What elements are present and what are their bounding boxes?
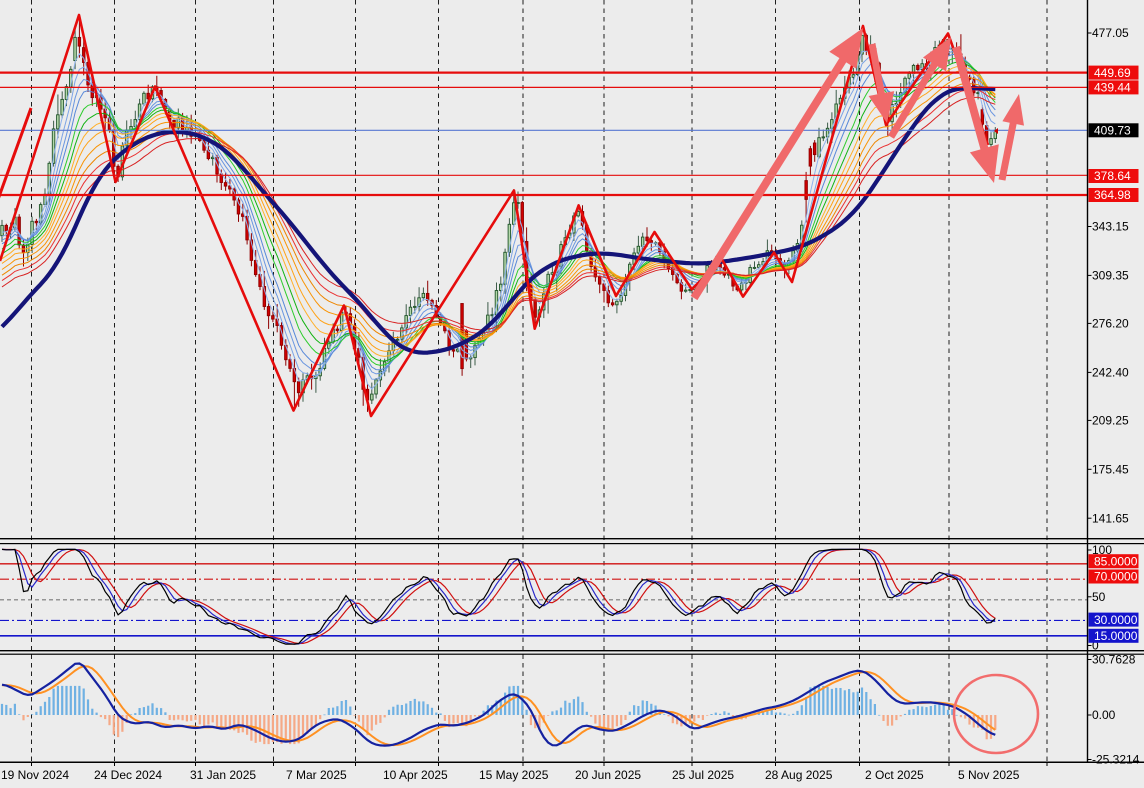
svg-text:378.64: 378.64 [1094, 169, 1131, 183]
svg-text:25 Jul 2025: 25 Jul 2025 [672, 768, 734, 782]
svg-text:50: 50 [1092, 590, 1106, 604]
svg-text:30.0000: 30.0000 [1094, 613, 1138, 627]
svg-text:100: 100 [1092, 543, 1112, 557]
svg-text:30.7628: 30.7628 [1092, 653, 1136, 667]
svg-text:141.65: 141.65 [1092, 511, 1129, 525]
svg-text:31 Jan 2025: 31 Jan 2025 [190, 768, 256, 782]
svg-text:15 May 2025: 15 May 2025 [479, 768, 549, 782]
svg-text:85.0000: 85.0000 [1094, 554, 1138, 568]
svg-text:28 Aug 2025: 28 Aug 2025 [765, 768, 833, 782]
svg-text:2 Oct 2025: 2 Oct 2025 [865, 768, 924, 782]
svg-text:19 Nov 2024: 19 Nov 2024 [1, 768, 69, 782]
svg-text:209.25: 209.25 [1092, 414, 1129, 428]
svg-text:276.20: 276.20 [1092, 317, 1129, 331]
svg-text:309.35: 309.35 [1092, 269, 1129, 283]
svg-text:409.73: 409.73 [1094, 124, 1131, 138]
svg-text:10 Apr 2025: 10 Apr 2025 [383, 768, 448, 782]
svg-text:477.05: 477.05 [1092, 26, 1129, 40]
svg-text:-25.3214: -25.3214 [1092, 753, 1140, 767]
svg-text:242.40: 242.40 [1092, 366, 1129, 380]
svg-text:449.69: 449.69 [1094, 66, 1131, 80]
svg-text:24 Dec 2024: 24 Dec 2024 [94, 768, 162, 782]
svg-text:15.0000: 15.0000 [1094, 629, 1138, 643]
svg-text:364.98: 364.98 [1094, 188, 1131, 202]
svg-text:0.00: 0.00 [1092, 708, 1116, 722]
svg-text:343.15: 343.15 [1092, 220, 1129, 234]
svg-text:70.0000: 70.0000 [1094, 570, 1138, 584]
svg-text:0: 0 [1092, 639, 1099, 653]
svg-text:5 Nov 2025: 5 Nov 2025 [958, 768, 1020, 782]
svg-text:20 Jun 2025: 20 Jun 2025 [575, 768, 641, 782]
svg-text:175.45: 175.45 [1092, 463, 1129, 477]
svg-text:439.44: 439.44 [1094, 81, 1131, 95]
svg-text:7 Mar 2025: 7 Mar 2025 [286, 768, 347, 782]
